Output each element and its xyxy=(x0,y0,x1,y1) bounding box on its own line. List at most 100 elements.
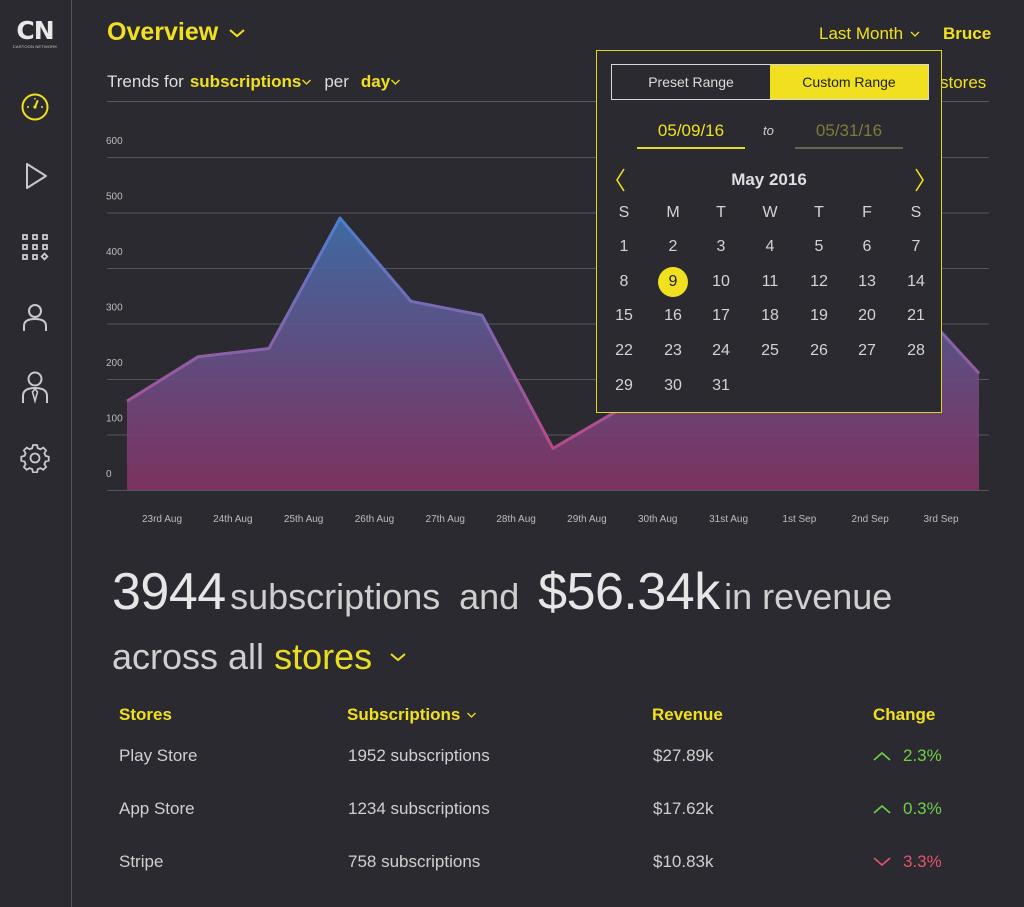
sidebar-item-videos[interactable] xyxy=(18,159,52,193)
custom-range-tab[interactable]: Custom Range xyxy=(770,65,928,99)
total-revenue-label: in revenue xyxy=(724,576,893,617)
store-name: App Store xyxy=(119,799,195,818)
col-header-subscriptions[interactable]: Subscriptions xyxy=(347,705,477,725)
prev-month-icon[interactable] xyxy=(613,167,629,193)
calendar-day[interactable]: 29 xyxy=(615,377,633,394)
calendar-day-selected[interactable]: 9 xyxy=(658,267,688,297)
play-icon xyxy=(26,163,47,189)
sidebar-item-settings[interactable] xyxy=(18,441,52,475)
calendar-day[interactable]: 25 xyxy=(761,342,779,359)
sidebar-item-apps[interactable] xyxy=(18,230,52,264)
y-tick-label: 600 xyxy=(106,136,123,147)
header-divider xyxy=(107,101,989,102)
chevron-down-icon xyxy=(302,79,312,85)
x-tick-label: 1st Sep xyxy=(782,514,816,525)
date-range-label: Last Month xyxy=(819,24,904,43)
person-tie-icon xyxy=(22,371,48,404)
calendar-day[interactable]: 7 xyxy=(911,238,921,255)
chevron-down-icon xyxy=(910,31,920,37)
weekday-label: T xyxy=(716,204,726,221)
store-change: 3.3% xyxy=(873,852,942,872)
calendar-day[interactable]: 21 xyxy=(907,307,925,324)
calendar-day[interactable]: 27 xyxy=(858,342,876,359)
interval-label: day xyxy=(360,72,391,91)
calendar-day[interactable]: 13 xyxy=(858,273,876,290)
x-tick-label: 3rd Sep xyxy=(923,514,958,525)
calendar-day[interactable]: 6 xyxy=(862,238,872,255)
store-change: 0.3% xyxy=(873,799,942,819)
chevron-down-icon[interactable] xyxy=(388,651,408,663)
store-revenue: $27.89k xyxy=(653,746,714,765)
sidebar-item-users[interactable] xyxy=(18,300,52,334)
calendar-day[interactable]: 3 xyxy=(716,238,726,255)
arrow-down-icon xyxy=(873,857,891,867)
arrow-up-icon xyxy=(873,751,891,761)
calendar-day[interactable]: 20 xyxy=(858,307,876,324)
calendar-day[interactable]: 2 xyxy=(668,238,678,255)
calendar-day[interactable]: 24 xyxy=(712,342,730,359)
store-subscriptions: 758 subscriptions xyxy=(348,852,481,871)
summary-and: and xyxy=(459,576,520,617)
calendar-day[interactable]: 8 xyxy=(619,273,629,290)
weekday-label: F xyxy=(862,204,872,221)
scope-dropdown[interactable]: stores xyxy=(274,636,373,677)
gear-icon xyxy=(20,444,50,473)
summary-scope-line: across all stores xyxy=(112,636,408,678)
store-change: 2.3% xyxy=(873,746,942,766)
calendar-day[interactable]: 10 xyxy=(712,273,730,290)
total-count-label: subscriptions xyxy=(230,576,441,617)
calendar-day[interactable]: 12 xyxy=(810,273,828,290)
store-subscriptions: 1952 subscriptions xyxy=(348,746,490,765)
calendar-day[interactable]: 30 xyxy=(664,377,682,394)
trends-bar: Trends for subscriptions per day xyxy=(107,72,401,92)
range-mode-toggle: Preset Range Custom Range xyxy=(611,64,929,100)
preset-range-tab[interactable]: Preset Range xyxy=(648,74,734,90)
from-date-field[interactable]: 05/09/16 xyxy=(637,119,745,149)
sidebar-item-dashboard[interactable] xyxy=(18,90,52,124)
stores-link[interactable]: stores xyxy=(940,73,987,92)
per-label: per xyxy=(324,72,349,91)
brand-logo[interactable]: CN CARTOON NETWORK xyxy=(10,18,60,52)
series-area xyxy=(127,218,979,490)
arrow-up-icon xyxy=(873,804,891,814)
x-tick-label: 27th Aug xyxy=(426,514,465,525)
y-tick-label: 0 xyxy=(106,469,112,480)
calendar-day[interactable]: 1 xyxy=(619,238,629,255)
store-revenue: $17.62k xyxy=(653,799,714,818)
calendar-day[interactable]: 26 xyxy=(810,342,828,359)
interval-dropdown[interactable]: day xyxy=(361,72,401,92)
calendar-day[interactable]: 16 xyxy=(664,307,682,324)
calendar-month-label: May 2016 xyxy=(731,170,807,189)
calendar-day[interactable]: 22 xyxy=(615,342,633,359)
calendar-day[interactable]: 18 xyxy=(761,307,779,324)
user-menu[interactable]: Bruce xyxy=(943,24,992,43)
weekday-label: M xyxy=(666,204,680,221)
y-tick-label: 300 xyxy=(106,303,123,314)
calendar-day[interactable]: 28 xyxy=(907,342,925,359)
col-header-stores[interactable]: Stores xyxy=(119,705,172,724)
calendar-day[interactable]: 31 xyxy=(712,377,730,394)
sidebar: CN CARTOON NETWORK xyxy=(0,0,72,907)
next-month-icon[interactable] xyxy=(911,167,927,193)
sidebar-item-staff[interactable] xyxy=(18,370,52,404)
calendar-day[interactable]: 5 xyxy=(814,238,824,255)
calendar-day[interactable]: 17 xyxy=(712,307,730,324)
x-tick-label: 23rd Aug xyxy=(142,514,182,525)
to-date-field[interactable]: 05/31/16 xyxy=(795,119,903,149)
chevron-down-icon xyxy=(229,28,245,37)
calendar-day[interactable]: 11 xyxy=(761,273,779,290)
calendar-day[interactable]: 14 xyxy=(907,273,925,290)
date-range-dropdown[interactable]: Last Month xyxy=(819,24,921,44)
calendar-day[interactable]: 23 xyxy=(664,342,682,359)
metric-dropdown[interactable]: subscriptions xyxy=(190,72,312,92)
page-title-dropdown[interactable]: Overview xyxy=(107,18,246,47)
calendar-day[interactable]: 15 xyxy=(615,307,633,324)
metric-label: subscriptions xyxy=(189,72,302,91)
col-header-revenue[interactable]: Revenue xyxy=(652,705,723,724)
trends-prefix: Trends for xyxy=(107,72,184,91)
calendar-day[interactable]: 4 xyxy=(765,238,775,255)
calendar-day[interactable]: 19 xyxy=(810,307,828,324)
x-tick-label: 25th Aug xyxy=(284,514,323,525)
col-header-change[interactable]: Change xyxy=(873,705,936,724)
x-tick-label: 24th Aug xyxy=(213,514,252,525)
